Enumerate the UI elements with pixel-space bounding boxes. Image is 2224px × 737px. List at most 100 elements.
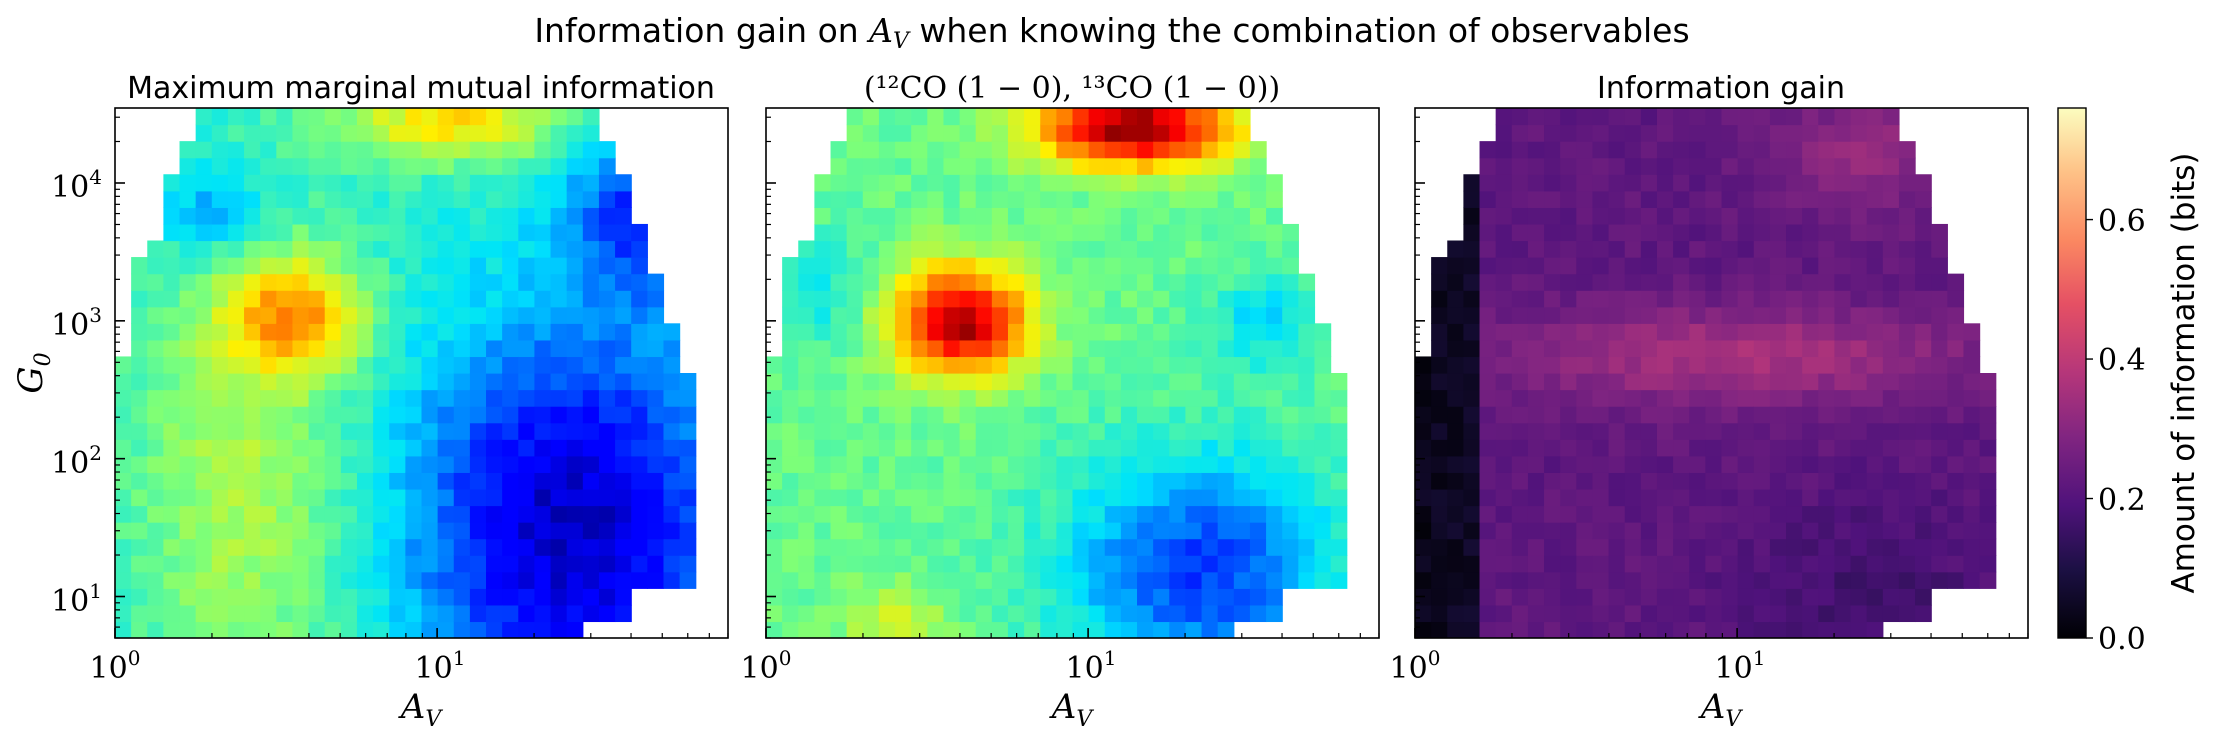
heatmap-cell bbox=[1544, 257, 1561, 275]
heatmap-cell bbox=[895, 141, 912, 159]
heatmap-cell bbox=[1024, 455, 1041, 473]
heatmap-cell bbox=[1737, 108, 1755, 126]
heatmap-cell bbox=[502, 621, 519, 638]
heatmap-cell bbox=[260, 190, 277, 208]
heatmap-cell bbox=[211, 323, 229, 341]
heatmap-cell bbox=[227, 373, 245, 391]
heatmap-cell bbox=[292, 108, 310, 126]
heatmap-cell bbox=[1137, 141, 1154, 159]
heatmap-cell bbox=[991, 621, 1009, 638]
heatmap-cell bbox=[550, 472, 568, 490]
heatmap-cell bbox=[1104, 339, 1122, 358]
heatmap-cell bbox=[1608, 588, 1626, 606]
heatmap-cell bbox=[615, 323, 632, 341]
heatmap-cell bbox=[195, 273, 213, 291]
heatmap-cell bbox=[1705, 373, 1723, 391]
heatmap-cell bbox=[227, 406, 245, 424]
heatmap-cell bbox=[1201, 389, 1219, 407]
heatmap-cell bbox=[1088, 455, 1106, 473]
heatmap-cell bbox=[469, 406, 487, 424]
heatmap-cell bbox=[862, 389, 880, 407]
heatmap-cell bbox=[1137, 240, 1154, 258]
heatmap-cell bbox=[1024, 323, 1041, 341]
heatmap-cell bbox=[1007, 422, 1025, 440]
heatmap-cell bbox=[518, 621, 536, 638]
heatmap-cell bbox=[469, 389, 487, 407]
heatmap-cell bbox=[1640, 455, 1658, 473]
heatmap-cell bbox=[373, 108, 390, 126]
heatmap-cell bbox=[1024, 257, 1041, 275]
heatmap-cell bbox=[1850, 505, 1868, 523]
heatmap-cell bbox=[1527, 190, 1545, 208]
heatmap-cell bbox=[1104, 157, 1122, 175]
heatmap-cell bbox=[534, 472, 552, 490]
heatmap-cell bbox=[1656, 240, 1674, 258]
heatmap-cell bbox=[276, 505, 294, 523]
heatmap-cell bbox=[1753, 373, 1771, 391]
heatmap-cell bbox=[1640, 555, 1658, 573]
heatmap-cell bbox=[1705, 455, 1723, 473]
heatmap-cell bbox=[1137, 406, 1154, 424]
heatmap-cell bbox=[814, 422, 832, 440]
heatmap-cell bbox=[244, 240, 261, 258]
heatmap-cell bbox=[1834, 290, 1852, 308]
heatmap-cell bbox=[1479, 141, 1497, 159]
heatmap-cell bbox=[534, 588, 552, 606]
y-tick-label-1e2: 102 bbox=[51, 441, 102, 481]
heatmap-cell bbox=[1786, 505, 1803, 523]
heatmap-cell bbox=[679, 389, 697, 407]
heatmap-cell bbox=[1656, 257, 1674, 275]
heatmap-cell bbox=[437, 571, 455, 589]
heatmap-cell bbox=[276, 422, 294, 440]
heatmap-cell bbox=[1120, 571, 1138, 589]
heatmap-cell bbox=[943, 439, 961, 457]
axes-frame-3 bbox=[1414, 107, 2029, 639]
heatmap-cell bbox=[453, 571, 471, 589]
heatmap-cell bbox=[405, 538, 423, 556]
panel-3-title: Information gain bbox=[1597, 71, 1845, 106]
heatmap-cell bbox=[782, 604, 799, 623]
heatmap-cell bbox=[1495, 174, 1513, 192]
heatmap-cell bbox=[1689, 257, 1706, 275]
heatmap-cell bbox=[1201, 124, 1219, 142]
heatmap-cell bbox=[798, 538, 815, 556]
heatmap-cell bbox=[486, 538, 503, 556]
heatmap-cell bbox=[147, 488, 164, 507]
heatmap-cell bbox=[211, 571, 229, 589]
heatmap-cell bbox=[862, 455, 880, 473]
heatmap-cell bbox=[1624, 422, 1642, 440]
heatmap-cell bbox=[260, 323, 277, 341]
heatmap-cell bbox=[943, 240, 961, 258]
heatmap-cell bbox=[1608, 257, 1626, 275]
heatmap-cell bbox=[340, 373, 358, 391]
heatmap-cell bbox=[1850, 571, 1868, 589]
heatmap-cell bbox=[1915, 505, 1932, 523]
heatmap-cell bbox=[421, 422, 439, 440]
heatmap-cell bbox=[1233, 141, 1251, 159]
heatmap-cell bbox=[582, 108, 600, 126]
heatmap-cell bbox=[195, 207, 213, 225]
heatmap-cell bbox=[1233, 124, 1251, 142]
heatmap-cell bbox=[1737, 472, 1755, 490]
heatmap-cell bbox=[991, 339, 1009, 358]
heatmap-cell bbox=[131, 306, 148, 324]
heatmap-cell bbox=[1511, 174, 1529, 192]
heatmap-cell bbox=[115, 455, 132, 473]
heatmap-cell bbox=[340, 108, 358, 126]
heatmap-cell bbox=[1576, 141, 1594, 159]
heatmap-cell bbox=[1576, 555, 1594, 573]
heatmap-cell bbox=[1153, 323, 1170, 341]
heatmap-cell bbox=[1153, 588, 1170, 606]
heatmap-cell bbox=[846, 323, 864, 341]
heatmap-cell bbox=[340, 223, 358, 242]
heatmap-cell bbox=[1298, 505, 1316, 523]
heatmap-cell bbox=[1753, 356, 1771, 374]
heatmap-cell bbox=[991, 141, 1009, 159]
heatmap-cell bbox=[550, 290, 568, 308]
heatmap-cell bbox=[782, 257, 799, 275]
heatmap-cell bbox=[1088, 406, 1106, 424]
heatmap-cell bbox=[1137, 604, 1154, 623]
heatmap-cell bbox=[1088, 505, 1106, 523]
heatmap-cell bbox=[131, 406, 148, 424]
heatmap-cell bbox=[1963, 339, 1981, 358]
